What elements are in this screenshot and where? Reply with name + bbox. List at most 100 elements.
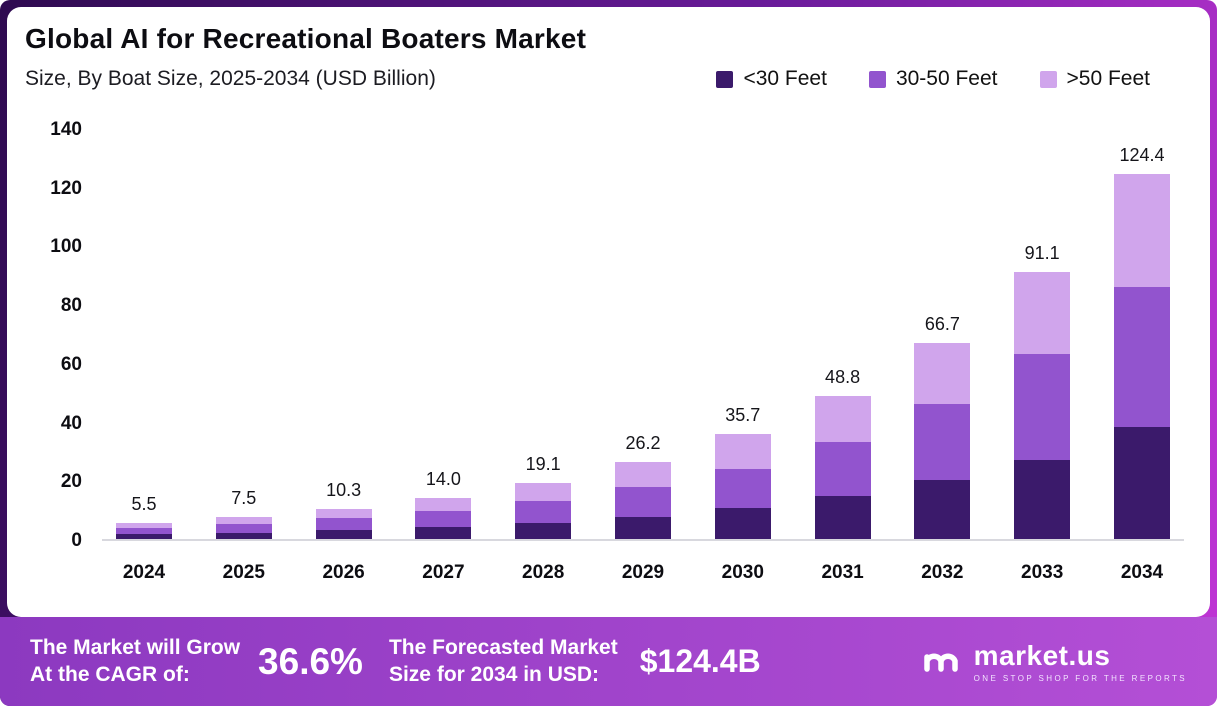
bar-segment [1014,354,1071,460]
bar-total-label: 91.1 [1024,242,1060,263]
x-axis-label: 2024 [122,562,166,583]
bar-segment [415,527,472,539]
legend-label: 30-50 Feet [895,67,998,90]
bar-segment [315,518,372,531]
x-axis-label: 2034 [1120,562,1164,583]
bar-group: 35.7 [714,405,771,539]
bar-segment [614,462,671,487]
legend-label: <30 Feet [743,67,827,90]
bar-segment [714,508,771,539]
bar-segment [814,496,871,539]
bar-total-label: 10.3 [326,479,362,500]
bar-segment [515,522,572,539]
bar-segment [315,508,372,519]
x-axis-label: 2027 [422,562,465,583]
cagr-value: 36.6% [258,640,363,682]
bar-segment [1113,173,1170,287]
plot-area: 5.5 7.5 10.3 14.0 19.1 26.2 35.7 48.8 66.7 91.1 12… [50,119,1184,551]
bar-total-label: 5.5 [131,493,157,514]
bar-segment [116,527,172,535]
chart-card: Global AI for Recreational Boaters Marke… [7,7,1210,617]
bar-segment [714,468,771,509]
bar-segment [1113,427,1170,539]
cagr-label-line2: At the CAGR of: [30,662,190,686]
x-axis-label: 2029 [621,562,665,583]
bar-segment [515,482,572,501]
marketus-logo-text: market.us [973,640,1111,671]
legend-item: 30-50 Feet [868,67,998,91]
bar-segment [1113,286,1170,428]
bar-segment [814,395,871,443]
bar-group: 66.7 [914,314,971,539]
bar-segment [714,434,771,469]
y-axis-tick-label: 40 [60,412,82,434]
bar-total-label: 14.0 [425,468,461,489]
y-axis-tick-label: 80 [60,295,82,317]
bar-group: 91.1 [1014,243,1071,539]
legend: <30 Feet 30-50 Feet >50 Feet [716,67,1150,91]
bars-container: 5.5 7.5 10.3 14.0 19.1 26.2 35.7 48.8 66.7 91.1 12… [102,130,1184,541]
bar-total-label: 35.7 [725,405,761,426]
bar-segment [614,486,671,517]
bar-segment [614,516,671,539]
bar-segment [415,511,472,528]
y-axis-tick-label: 0 [71,530,82,551]
bar-segment [1014,271,1071,355]
legend-label: >50 Feet [1066,67,1150,90]
legend-swatch-icon [868,70,886,88]
y-axis-tick-label: 20 [60,471,82,493]
x-axis-label: 2030 [721,562,764,583]
legend-item: >50 Feet [1039,67,1150,91]
chart-subtitle: Size, By Boat Size, 2025-2034 (USD Billi… [25,67,436,90]
bar-group: 124.4 [1113,145,1170,539]
bar-group: 48.8 [814,367,871,539]
x-axis-label: 2028 [522,562,565,583]
y-axis-tick-label: 120 [50,177,82,199]
legend-swatch-icon [716,70,734,88]
bar-segment [814,442,871,497]
forecast-label: The Forecasted Market Size for 2034 in U… [389,635,618,688]
bar-total-label: 48.8 [825,366,861,387]
bar-group: 5.5 [116,494,172,539]
footer-banner: The Market will Grow At the CAGR of: 36.… [0,617,1217,706]
bar-segment [914,480,971,539]
bar-segment [215,523,272,533]
bar-segment [1014,459,1071,539]
marketus-logo-icon [918,636,964,687]
bar-segment [116,522,172,528]
bar-group: 26.2 [614,433,671,539]
marketus-logo-tagline: ONE STOP SHOP FOR THE REPORTS [973,674,1187,683]
bar-group: 7.5 [215,488,272,539]
y-axis-tick-label: 100 [50,236,82,258]
legend-swatch-icon [1039,70,1057,88]
bar-segment [515,500,572,523]
legend-item: <30 Feet [716,67,827,91]
marketus-logo: market.us ONE STOP SHOP FOR THE REPORTS [918,636,1187,687]
bar-segment [914,343,971,404]
bar-total-label: 124.4 [1119,144,1165,165]
x-axis-label: 2032 [921,562,964,583]
bar-segment [215,517,272,524]
x-axis-label: 2033 [1021,562,1064,583]
forecast-label-line1: The Forecasted Market [388,636,618,660]
y-axis-tick-label: 60 [60,353,82,375]
bar-segment [116,534,172,539]
y-axis-tick-label: 140 [50,119,82,140]
cagr-label-line1: The Market will Grow [30,636,241,660]
bar-total-label: 66.7 [924,314,960,335]
x-axis-label: 2025 [222,562,265,583]
forecast-value: $124.4B [639,643,761,679]
bar-segment [215,532,272,539]
bar-group: 14.0 [415,469,472,539]
x-axis-label: 2031 [821,562,864,583]
x-axis-label: 2026 [322,562,365,583]
bar-group: 10.3 [315,480,372,539]
bar-total-label: 19.1 [525,453,561,474]
forecast-label-line2: Size for 2034 in USD: [388,662,600,686]
bar-segment [415,497,472,512]
bar-segment [914,403,971,481]
bar-total-label: 26.2 [625,433,661,454]
bar-total-label: 7.5 [231,487,257,508]
bar-segment [315,530,372,539]
